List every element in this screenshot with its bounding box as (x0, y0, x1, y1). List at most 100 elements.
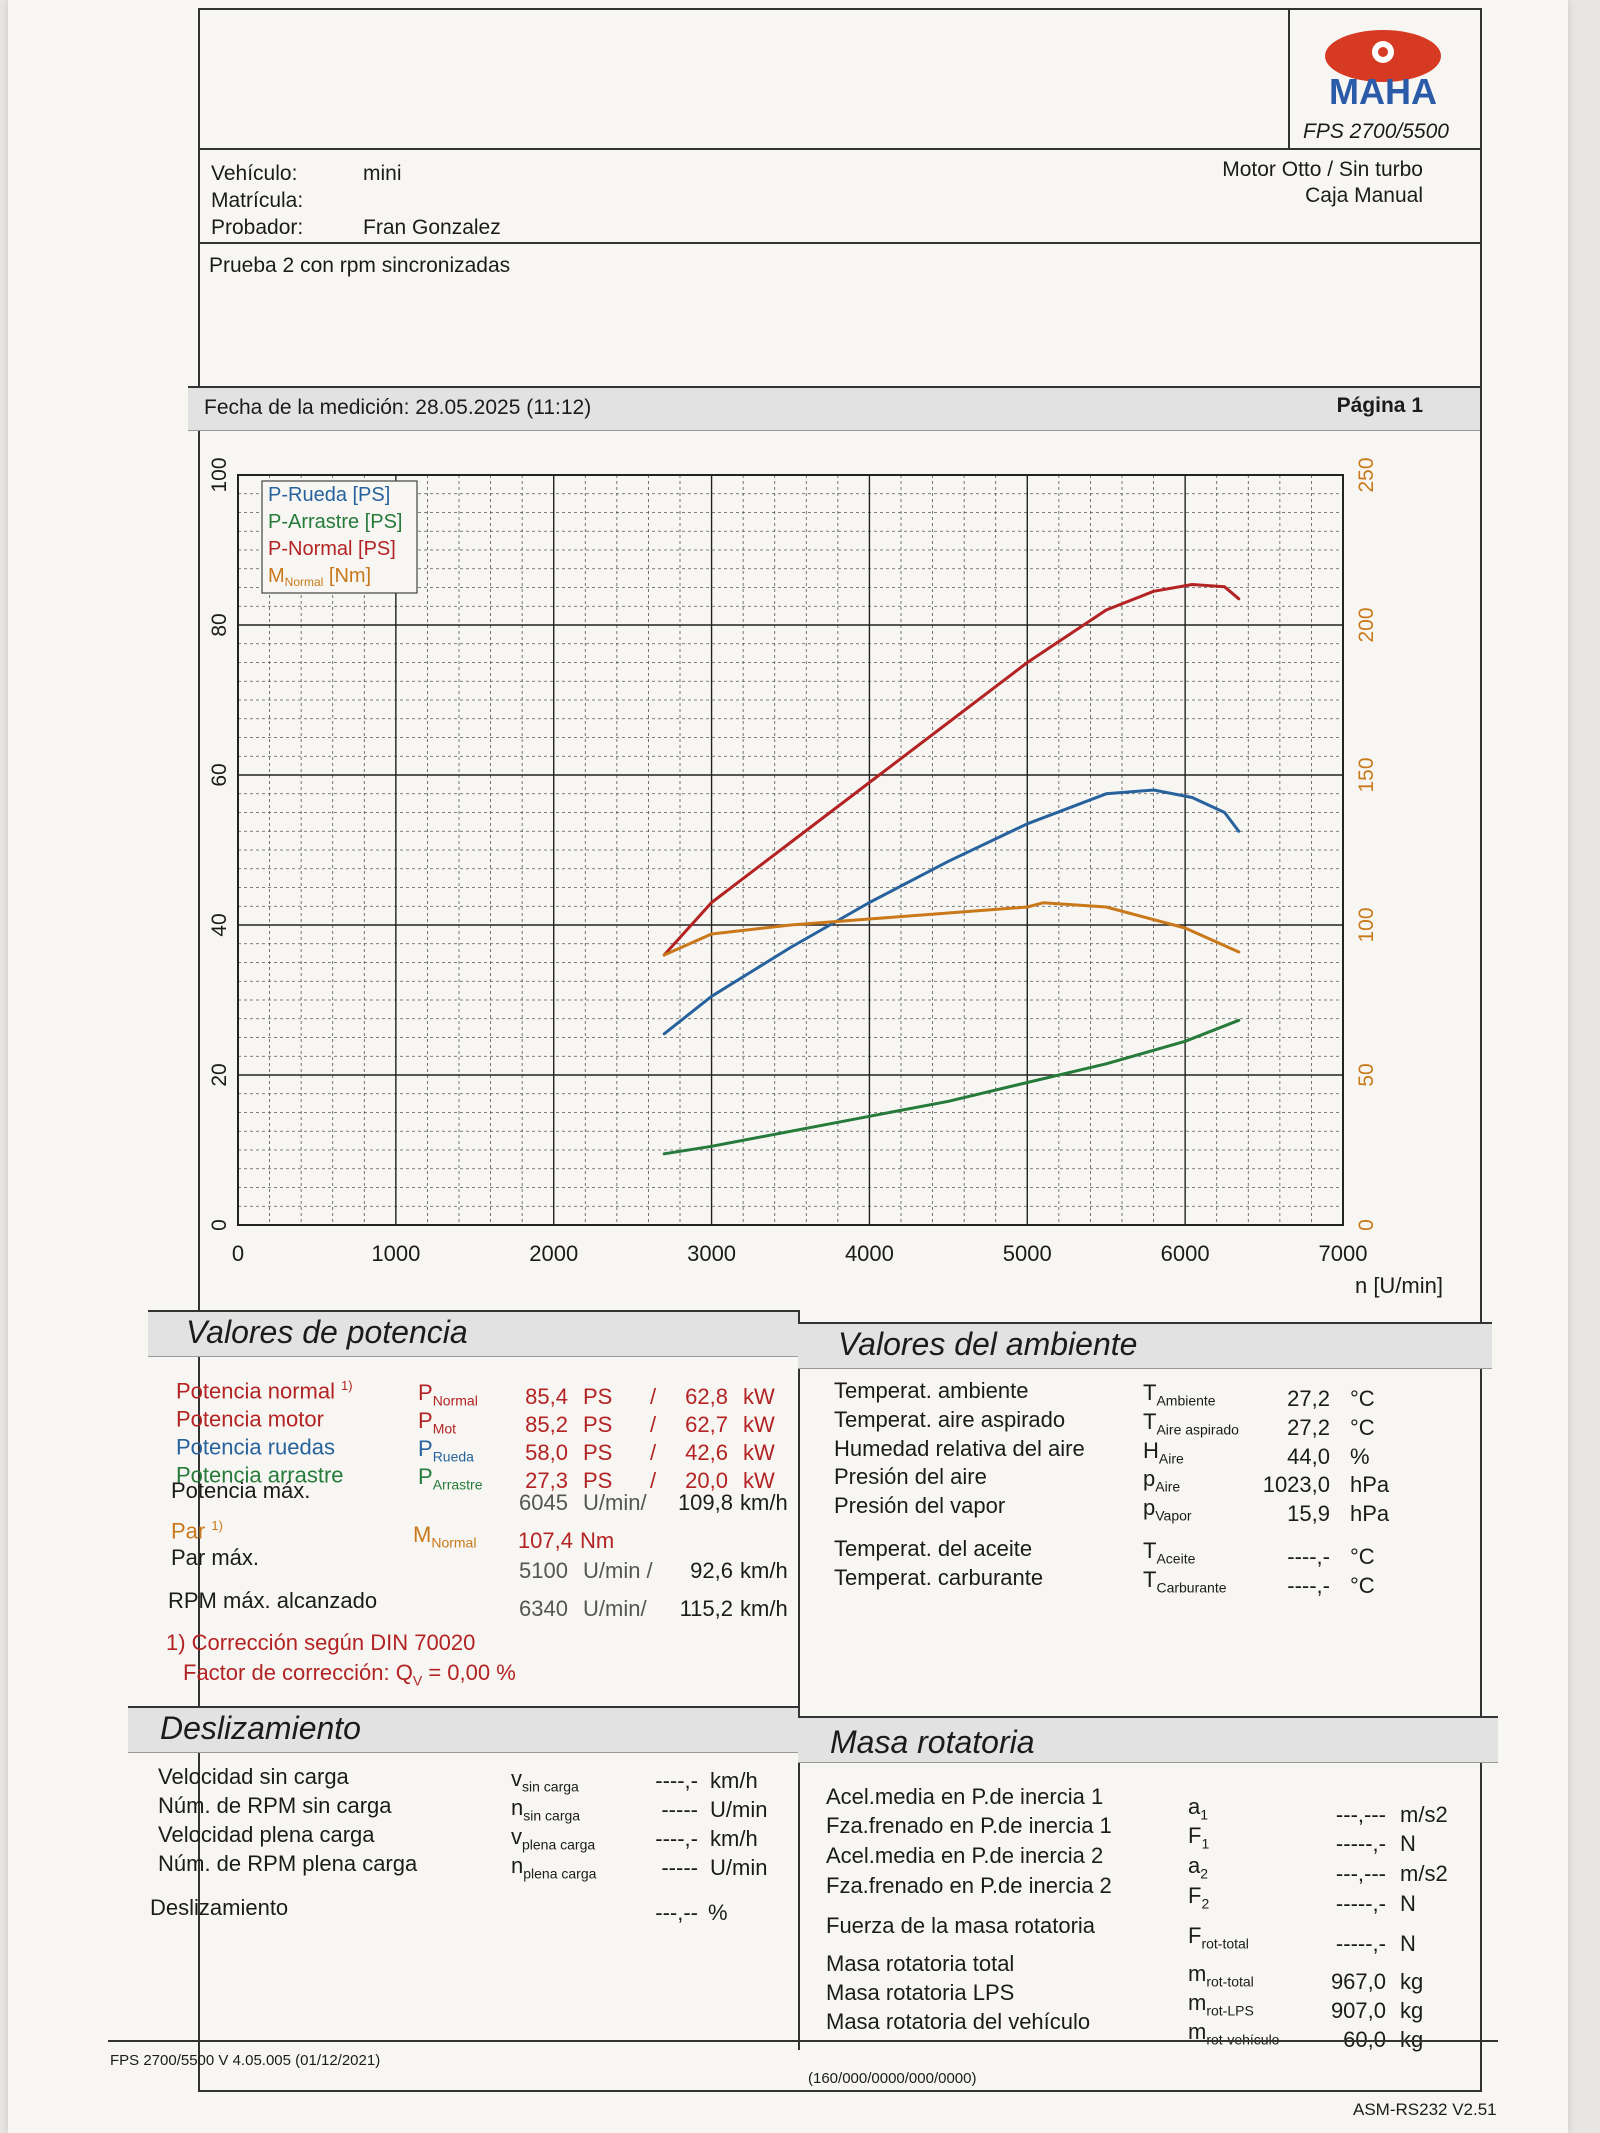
y-left-tick-label: 20 (208, 1063, 231, 1086)
y-right-tick-label: 0 (1355, 1219, 1378, 1231)
masa-row-symbol: mrot-vehículo (1188, 2019, 1280, 2048)
masa-row-symbol: mrot-LPS (1188, 1990, 1254, 2019)
ambiente-row-label: Temperat. ambiente (834, 1378, 1029, 1403)
ambiente-row-label: Temperat. aire aspirado (834, 1407, 1066, 1432)
potencia-row-label: Potencia ruedas (176, 1434, 335, 1460)
potencia-row-separator: / (650, 1412, 657, 1437)
x-tick-label: 0 (232, 1241, 244, 1266)
deslizamiento-row-label: Núm. de RPM plena carga (158, 1851, 418, 1876)
x-tick-label: 7000 (1319, 1241, 1368, 1266)
ambiente-header-bar (798, 1322, 1492, 1369)
potencia-row-symbol: PRueda (418, 1436, 474, 1465)
potencia-row-label: Potencia motor (176, 1406, 324, 1432)
ambiente-row-symbol: pVapor (1143, 1495, 1192, 1524)
potencia-row-symbol: PMot (418, 1408, 457, 1437)
y-right-tick-label: 250 (1355, 457, 1378, 492)
ambiente-row-label: Presión del aire (834, 1464, 987, 1489)
potencia-title: Valores de potencia (186, 1314, 468, 1350)
y-right-tick-label: 200 (1355, 607, 1378, 642)
measurement-date: Fecha de la medición: 28.05.2025 (11:12) (204, 396, 592, 419)
potencia-row-kw: 42,6 (685, 1440, 728, 1465)
parmax-rpm: 5100 (519, 1558, 568, 1583)
footer-divider (108, 2040, 1498, 2042)
engine-type: Motor Otto / Sin turbo (1222, 158, 1423, 181)
ambiente-row-label: Humedad relativa del aire (834, 1436, 1085, 1461)
correction-note: 1) Corrección según DIN 70020 (166, 1630, 476, 1655)
rpmmax-rpm: 6340 (519, 1596, 568, 1621)
report-frame (198, 8, 1482, 2092)
deslizamiento-row-symbol: nsin carga (511, 1795, 581, 1824)
potencia-row-ps: 27,3 (525, 1468, 568, 1493)
ambiente-row-label: Temperat. del aceite (834, 1536, 1033, 1561)
deslizamiento-row-value: ----,- (655, 1826, 698, 1851)
pmax-label: Potencia máx. (171, 1478, 311, 1503)
x-tick-label: 3000 (687, 1241, 736, 1266)
deslizamiento-row-value: ----,- (655, 1768, 698, 1793)
deslizamiento-row-label: Velocidad plena carga (158, 1822, 375, 1847)
masa-header-bar (798, 1716, 1498, 1763)
ambiente-row-symbol: TAceite (1143, 1538, 1196, 1567)
legend-entry: P-Arrastre [PS] (268, 511, 402, 533)
page-number: Página 1 (1336, 394, 1423, 417)
plot-border (237, 474, 1344, 1226)
potencia-row-ps-unit: PS (583, 1412, 613, 1437)
masa-row-label: Masa rotatoria LPS (826, 1980, 1015, 2005)
masa-row-unit: N (1400, 1891, 1416, 1916)
svg-text:MAHA: MAHA (1329, 71, 1437, 108)
x-tick-label: 5000 (1003, 1241, 1052, 1266)
masa-row-symbol: mrot-total (1188, 1961, 1254, 1990)
series-line (662, 901, 1241, 957)
masa-row-unit: kg (1400, 1998, 1424, 2023)
deslizamiento-row-value: ----- (661, 1797, 698, 1822)
masa-row-symbol: Frot-total (1188, 1923, 1249, 1952)
x-axis-label: n [U/min] (1355, 1273, 1443, 1298)
masa-row-label: Fuerza de la masa rotatoria (826, 1913, 1096, 1938)
ambiente-row-value: 1023,0 (1262, 1472, 1330, 1497)
deslizamiento-row-unit: km/h (710, 1826, 758, 1851)
par-symbol: MNormal (413, 1522, 477, 1551)
parmax-label: Par máx. (171, 1545, 260, 1570)
potencia-row-kw-unit: kW (743, 1384, 775, 1409)
pmax-rpm-unit: U/min/ (583, 1490, 647, 1515)
rpmmax-label: RPM máx. alcanzado (168, 1588, 378, 1613)
rpmmax-rpm-unit: U/min/ (583, 1596, 647, 1621)
matricula-label: Matrícula: (211, 189, 304, 212)
deslizamiento-row-symbol: vsin carga (511, 1766, 579, 1795)
potencia-row-kw: 62,7 (685, 1412, 728, 1437)
potencia-row-kw: 62,8 (685, 1384, 728, 1409)
vehiculo-value: mini (363, 162, 402, 185)
y-left-tick-label: 0 (208, 1219, 231, 1231)
masa-row-value: ---,--- (1335, 1802, 1386, 1827)
footer-version: FPS 2700/5500 V 4.05.005 (01/12/2021) (110, 2052, 381, 2069)
ambiente-row-unit: °C (1350, 1544, 1375, 1569)
par-value: 107,4 (517, 1528, 573, 1553)
par-unit: Nm (580, 1528, 615, 1553)
parmax-rpm-unit: U/min / (583, 1558, 653, 1583)
masa-row-unit: kg (1400, 2027, 1424, 2052)
y-right-tick-label: 50 (1355, 1063, 1378, 1086)
masa-row-unit: N (1400, 1831, 1416, 1856)
gearbox-type: Caja Manual (1305, 184, 1423, 207)
ambiente-row-symbol: TAmbiente (1143, 1380, 1216, 1409)
ambiente-row-label: Temperat. carburante (834, 1565, 1044, 1590)
potencia-row-ps-unit: PS (583, 1468, 613, 1493)
potencia-header-bar (148, 1310, 798, 1357)
x-tick-label: 2000 (529, 1241, 578, 1266)
masa-row-label: Masa rotatoria del vehículo (826, 2009, 1091, 2034)
masa-row-unit: N (1400, 1931, 1416, 1956)
legend-entry: MNormal [Nm] (268, 565, 371, 589)
parmax-speed-unit: km/h (740, 1558, 788, 1583)
series-line (662, 788, 1241, 1036)
rpmmax-speed: 115,2 (679, 1596, 733, 1621)
ambiente-row-value: 27,2 (1287, 1386, 1330, 1411)
deslizamiento-row-label: Velocidad sin carga (158, 1764, 349, 1789)
par-label: Par 1) (171, 1518, 223, 1544)
deslizamiento-row-symbol: vplena carga (511, 1824, 596, 1853)
deslizamiento-title: Deslizamiento (160, 1710, 361, 1746)
deslizamiento-row-unit: U/min (710, 1855, 768, 1880)
parmax-speed: 92,6 (690, 1558, 733, 1583)
slip-value: ---,-- (655, 1900, 698, 1925)
column-divider (798, 1310, 800, 2050)
potencia-row-separator: / (650, 1440, 657, 1465)
masa-row-symbol: F1 (1188, 1823, 1210, 1852)
